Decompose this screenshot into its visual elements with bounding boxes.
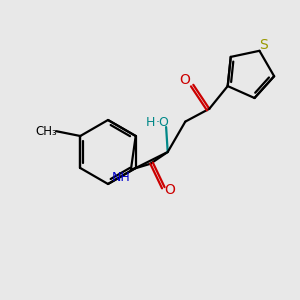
Text: ·O: ·O <box>155 116 169 128</box>
Text: NH: NH <box>112 171 130 184</box>
Text: H: H <box>146 116 155 128</box>
Text: O: O <box>179 73 190 87</box>
Text: O: O <box>165 183 176 197</box>
Text: CH₃: CH₃ <box>35 125 57 138</box>
Text: S: S <box>259 38 268 52</box>
